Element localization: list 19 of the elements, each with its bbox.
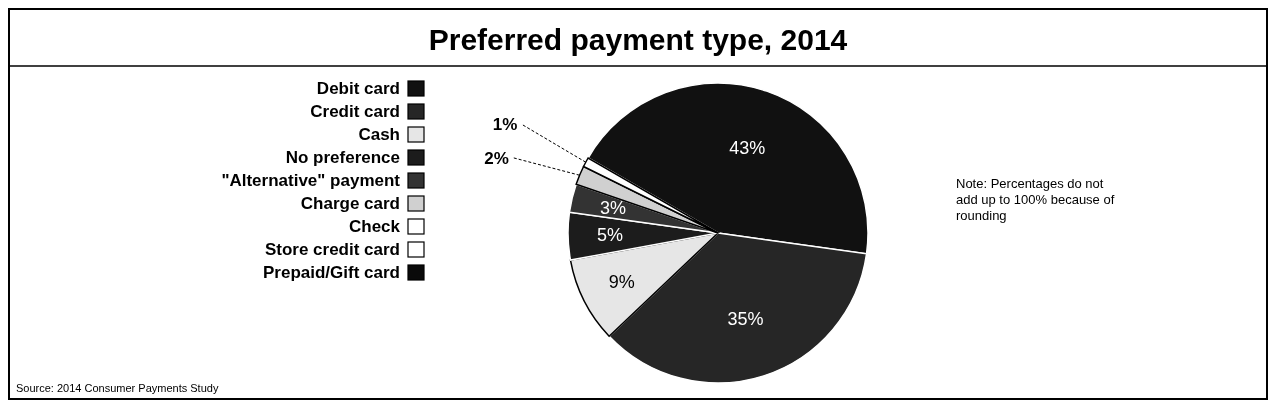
- chart-title: Preferred payment type, 2014: [428, 23, 848, 56]
- legend-label: "Alternative" payment: [221, 171, 401, 190]
- data-label: 2%: [484, 148, 509, 168]
- data-label: 43%: [729, 137, 766, 158]
- legend-label: No preference: [285, 148, 400, 167]
- legend-label: Store credit card: [264, 240, 400, 259]
- legend-label: Check: [348, 217, 401, 236]
- data-label: 9%: [608, 271, 635, 292]
- data-label: 35%: [727, 308, 764, 329]
- data-label: 1%: [492, 115, 518, 135]
- source-note: Source: 2014 Consumer Payments Study: [16, 382, 219, 394]
- legend-label: Cash: [358, 125, 400, 144]
- data-label: 5%: [597, 225, 624, 246]
- legend-label: Credit card: [310, 102, 400, 121]
- legend-label: Prepaid/Gift card: [263, 263, 400, 282]
- legend-label: Debit card: [316, 79, 400, 98]
- data-label: 3%: [599, 197, 626, 218]
- legend-label: Charge card: [300, 194, 400, 213]
- text: Note: Percentages do not add up to 100% because of rounding: [956, 176, 1115, 223]
